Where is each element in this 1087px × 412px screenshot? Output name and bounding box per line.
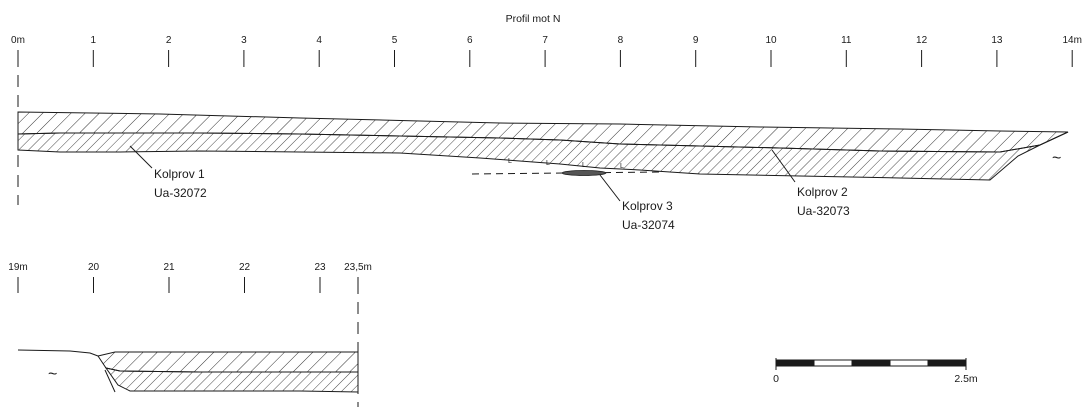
kolprov-3-leader <box>599 174 621 202</box>
axis-tick-label: 13 <box>991 35 1003 46</box>
kolprov-2-id: Ua-32073 <box>797 204 850 218</box>
lower-top-layer <box>97 351 359 373</box>
axis-tick-label: 22 <box>239 262 251 273</box>
kolprov-1-name: Kolprov 1 <box>154 167 205 181</box>
axis-tick-label: 12 <box>916 35 928 46</box>
scale-bar-start-label: 0 <box>773 373 779 385</box>
stone-symbol: L <box>620 163 624 170</box>
lower-root-line <box>104 369 116 393</box>
stone-symbol: L <box>508 158 512 165</box>
water-symbol: ~ <box>1052 150 1061 167</box>
water-symbol: ~ <box>48 366 57 383</box>
scale-bar-segment <box>851 359 891 367</box>
axis-tick-label: 4 <box>316 35 322 46</box>
kolprov-2-name: Kolprov 2 <box>797 185 848 199</box>
scale-bar <box>775 358 967 370</box>
kolprov-2-leader <box>771 149 796 183</box>
scale-bar-end-label: 2.5m <box>954 373 978 385</box>
kolprov-1-leader <box>129 145 153 169</box>
kolprov-3-id: Ua-32074 <box>622 218 675 232</box>
lower-surface-line <box>17 349 99 357</box>
axis-tick-label: 19m <box>8 262 27 273</box>
axis-tick-label: 0m <box>11 35 25 46</box>
axis-tick-label: 7 <box>542 35 548 46</box>
stone-symbol: L <box>546 160 550 167</box>
scale-bar-segment <box>813 359 853 367</box>
upper-bottom-layer <box>17 132 1041 181</box>
lower-bottom-layer <box>104 367 359 393</box>
axis-tick-label: 20 <box>88 262 100 273</box>
axis-tick-label: 6 <box>467 35 473 46</box>
stone-symbol: L <box>582 162 586 169</box>
axis-tick-label: 11 <box>841 35 852 46</box>
axis-tick-label: 14m <box>1062 35 1081 46</box>
kolprov-1-id: Ua-32072 <box>154 186 207 200</box>
upper-axis: 0m 1 2 3 4 5 6 7 8 9 10 11 12 13 14m <box>11 35 1082 67</box>
kolprov-3-name: Kolprov 3 <box>622 199 673 213</box>
kolprov-3-dashed-line <box>471 171 661 175</box>
axis-tick-label: 5 <box>392 35 398 46</box>
axis-tick-label: 10 <box>765 35 777 46</box>
axis-tick-label: 23 <box>314 262 326 273</box>
axis-tick-label: 8 <box>618 35 624 46</box>
profile-title: Profil mot N <box>506 13 561 25</box>
charcoal-lens <box>561 170 607 176</box>
axis-tick-label: 21 <box>163 262 175 273</box>
lower-axis: 19m 20 21 22 23 23,5m <box>8 262 372 293</box>
scale-bar-segment <box>775 359 815 367</box>
axis-tick-label: 3 <box>241 35 247 46</box>
axis-tick-label: 23,5m <box>344 262 372 273</box>
scale-bar-segment <box>889 359 929 367</box>
upper-right-surface-line <box>1039 131 1069 146</box>
scale-bar-segment <box>927 359 967 367</box>
axis-tick-label: 1 <box>91 35 97 46</box>
axis-tick-label: 9 <box>693 35 699 46</box>
axis-tick-label: 2 <box>166 35 172 46</box>
